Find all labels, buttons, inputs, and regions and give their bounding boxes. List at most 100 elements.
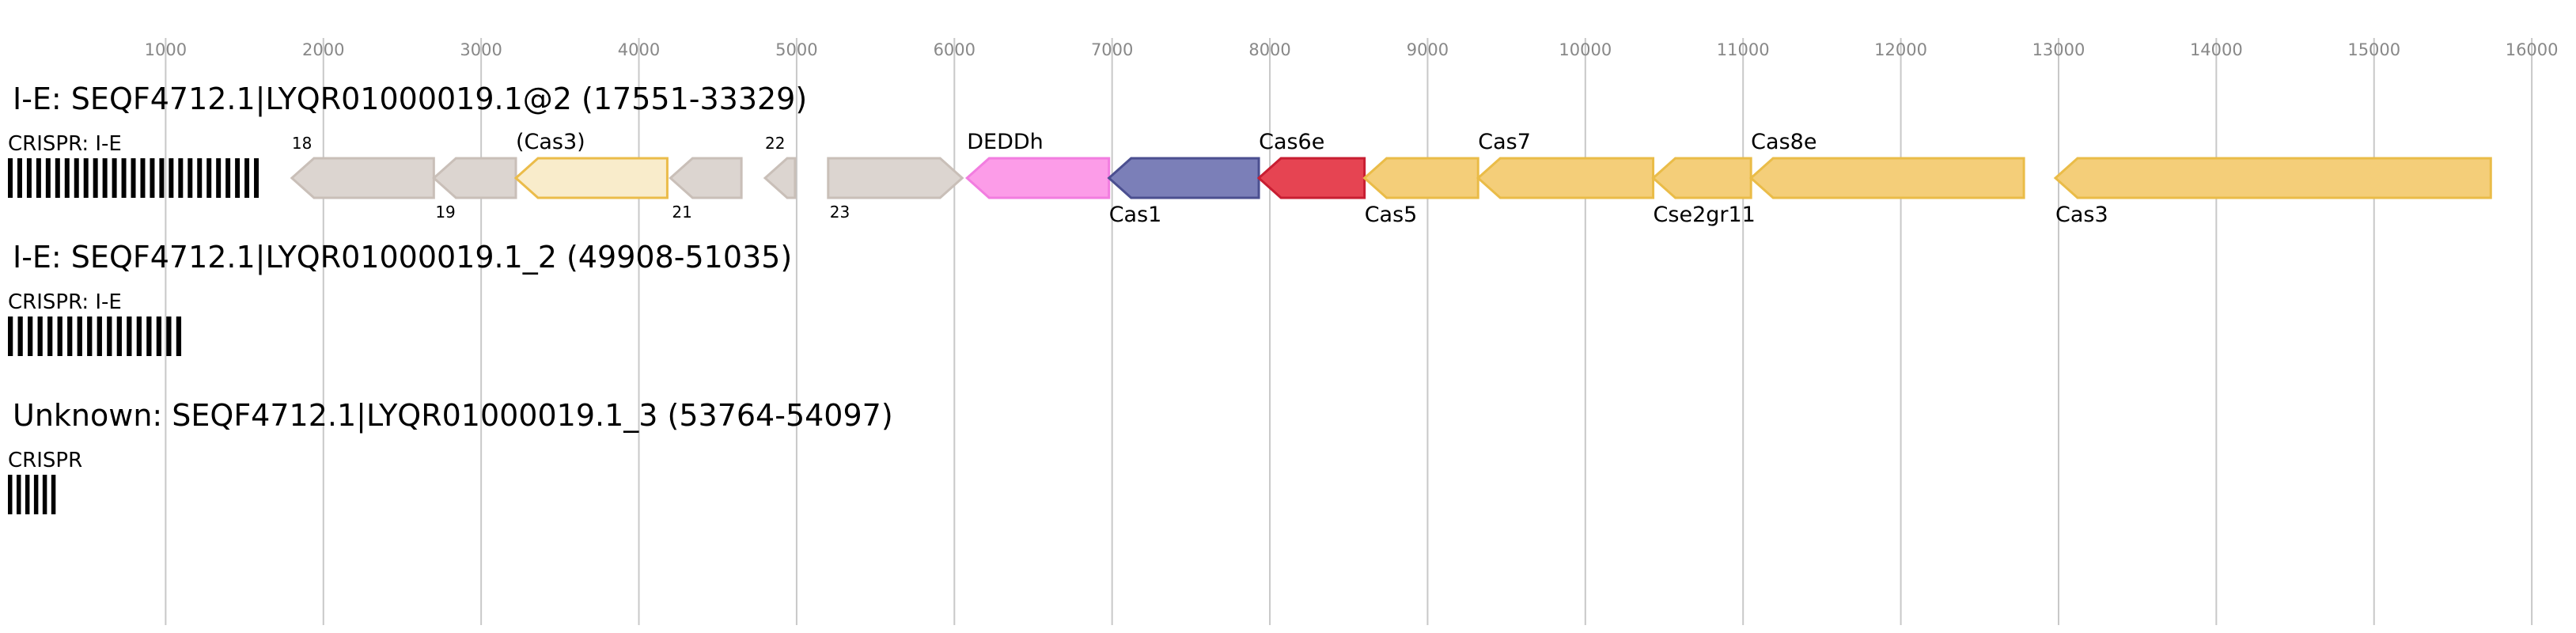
crispr-repeat xyxy=(64,158,70,198)
gene-arrow xyxy=(827,157,964,199)
crispr-repeat xyxy=(116,316,122,356)
crispr-repeat xyxy=(225,158,231,198)
crispr-repeat xyxy=(150,158,155,198)
crispr-repeat xyxy=(127,316,132,356)
crispr-repeat xyxy=(8,316,13,356)
crispr-repeat xyxy=(156,316,162,356)
crispr-repeat xyxy=(107,316,112,356)
gene-arrow xyxy=(669,157,743,199)
crispr-repeat xyxy=(33,475,39,514)
gene-arrow xyxy=(432,157,517,199)
crispr-repeat xyxy=(188,158,193,198)
crispr-repeat xyxy=(67,316,73,356)
crispr-repeat xyxy=(51,475,56,514)
crispr-repeat xyxy=(47,316,53,356)
crispr-repeat xyxy=(169,158,174,198)
gene-label: Cse2gr11 xyxy=(1654,203,1756,227)
gene-label: Cas8e xyxy=(1751,130,1816,154)
track-layer: I-E: SEQF4712.1|LYQR01000019.1@2 (17551-… xyxy=(8,81,2492,514)
axis-tick-label: 7000 xyxy=(1091,40,1133,59)
grid-layer: 1000 2000 3000 4000 5000 6000 7000 8000 9000 1000… xyxy=(145,38,2559,625)
gene-arrow xyxy=(1107,157,1260,199)
gene-arrow xyxy=(1748,157,2025,199)
axis-tick-label: 16000 xyxy=(2506,40,2559,59)
axis-tick-label: 9000 xyxy=(1407,40,1449,59)
crispr-repeat xyxy=(216,158,222,198)
track-title-2: I-E: SEQF4712.1|LYQR01000019.1_2 (49908-… xyxy=(13,240,792,275)
crispr-repeat xyxy=(87,316,93,356)
crispr-repeat xyxy=(93,158,98,198)
gene-arrow xyxy=(513,157,669,199)
crispr-repeat xyxy=(140,158,146,198)
crispr-label-1: CRISPR: I-E xyxy=(8,132,122,156)
crispr-repeat xyxy=(102,158,108,198)
crispr-repeat xyxy=(74,158,79,198)
crispr-repeat xyxy=(254,158,259,198)
gene-label: 23 xyxy=(830,203,850,222)
gene-arrow xyxy=(1476,157,1655,199)
gene-arrow xyxy=(1651,157,1752,199)
axis-tick-label: 2000 xyxy=(302,40,344,59)
crispr-repeat xyxy=(176,316,182,356)
crispr-repeat xyxy=(8,475,13,514)
crispr-repeat xyxy=(37,316,43,356)
gene-label: 21 xyxy=(672,203,691,222)
crispr-repeat xyxy=(26,158,32,198)
axis-tick-label: 1000 xyxy=(145,40,187,59)
gene-label: DEDDh xyxy=(967,130,1044,154)
gene-arrow xyxy=(1362,157,1479,199)
crispr-repeat xyxy=(178,158,184,198)
crispr-repeat xyxy=(206,158,212,198)
crispr-repeat xyxy=(97,316,102,356)
crispr-repeat xyxy=(77,316,82,356)
crispr-repeat xyxy=(28,316,33,356)
crispr-repeat xyxy=(45,158,51,198)
axis-tick-label: 10000 xyxy=(1559,40,1612,59)
crispr-repeat xyxy=(146,316,152,356)
axis-tick-label: 14000 xyxy=(2190,40,2243,59)
gene-label: Cas1 xyxy=(1109,203,1162,227)
gene-label: (Cas3) xyxy=(516,130,585,154)
gene-label: 22 xyxy=(765,134,785,153)
crispr-repeat xyxy=(235,158,241,198)
gene-label: Cas6e xyxy=(1259,130,1324,154)
crispr-repeat xyxy=(121,158,127,198)
crispr-label-3: CRISPR xyxy=(8,449,82,472)
gene-arrow xyxy=(2053,157,2492,199)
track-title-3: Unknown: SEQF4712.1|LYQR01000019.1_3 (53… xyxy=(13,398,893,434)
gene-arrow xyxy=(290,157,435,199)
gene-label: 18 xyxy=(292,134,312,153)
crispr-repeat xyxy=(36,158,41,198)
track-title-1: I-E: SEQF4712.1|LYQR01000019.1@2 (17551-… xyxy=(13,81,807,117)
axis-tick-label: 6000 xyxy=(934,40,975,59)
gene-arrow xyxy=(1256,157,1366,199)
gene-arrow xyxy=(763,157,797,199)
axis-tick-label: 15000 xyxy=(2347,40,2400,59)
crispr-repeat xyxy=(136,316,142,356)
crispr-repeat xyxy=(112,158,117,198)
axis-tick-label: 4000 xyxy=(618,40,660,59)
crispr-repeat xyxy=(16,475,21,514)
crispr-repeat xyxy=(17,158,22,198)
gene-label: Cas5 xyxy=(1365,203,1418,227)
crispr-repeat xyxy=(197,158,203,198)
crispr-repeat xyxy=(83,158,89,198)
axis-tick-label: 11000 xyxy=(1717,40,1770,59)
gene-arrow xyxy=(964,157,1111,199)
crispr-repeat xyxy=(159,158,165,198)
crispr-repeat xyxy=(42,475,47,514)
crispr-repeat xyxy=(8,158,13,198)
crispr-repeat xyxy=(244,158,250,198)
crispr-repeat xyxy=(166,316,172,356)
crispr-repeat xyxy=(25,475,30,514)
crispr-repeat xyxy=(55,158,60,198)
axis-tick-label: 13000 xyxy=(2032,40,2085,59)
axis-tick-label: 3000 xyxy=(460,40,502,59)
crispr-repeat xyxy=(57,316,63,356)
gene-label: Cas7 xyxy=(1478,130,1531,154)
axis-tick-label: 8000 xyxy=(1248,40,1290,59)
axis-tick-label: 5000 xyxy=(775,40,817,59)
crispr-repeat xyxy=(131,158,136,198)
crispr-label-2: CRISPR: I-E xyxy=(8,290,122,314)
